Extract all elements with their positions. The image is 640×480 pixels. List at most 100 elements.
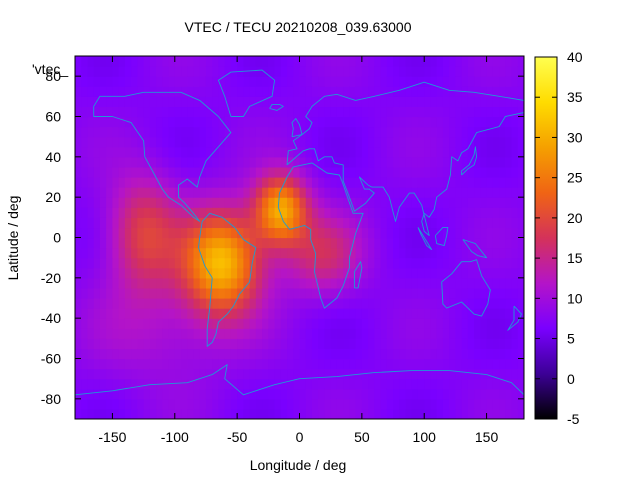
- heatmap-cell: [181, 56, 188, 67]
- heatmap-cell: [268, 247, 276, 259]
- heatmap-cell: [436, 96, 444, 108]
- heatmap-cell: [224, 146, 232, 158]
- heatmap-cell: [131, 277, 138, 289]
- heatmap-cell: [287, 378, 294, 390]
- heatmap-cell: [355, 106, 363, 118]
- heatmap-cell: [355, 328, 363, 339]
- heatmap-cell: [237, 86, 244, 97]
- heatmap-cell: [230, 136, 238, 148]
- heatmap-cell: [205, 398, 213, 410]
- heatmap-cell: [243, 287, 251, 299]
- heatmap-cell: [81, 358, 89, 370]
- heatmap-cell: [349, 368, 357, 380]
- heatmap-cell: [417, 298, 425, 309]
- heatmap-cell: [299, 308, 307, 319]
- heatmap-cell: [449, 126, 457, 138]
- heatmap-cell: [237, 227, 244, 239]
- heatmap-cell: [405, 66, 413, 77]
- heatmap-cell: [436, 177, 444, 188]
- heatmap-cell: [511, 368, 519, 380]
- heatmap-cell: [299, 368, 307, 380]
- heatmap-cell: [131, 207, 138, 218]
- heatmap-cell: [243, 277, 251, 289]
- heatmap-cell: [318, 126, 326, 138]
- heatmap-cell: [511, 207, 519, 218]
- heatmap-cell: [399, 126, 407, 138]
- heatmap-cell: [343, 237, 350, 249]
- heatmap-cell: [106, 247, 114, 259]
- heatmap-cell: [311, 217, 319, 229]
- heatmap-cell: [430, 358, 438, 370]
- heatmap-cell: [280, 318, 288, 329]
- heatmap-cell: [262, 227, 269, 239]
- heatmap-cell: [324, 106, 332, 118]
- heatmap-cell: [343, 308, 350, 319]
- heatmap-cell: [393, 348, 400, 360]
- heatmap-cell: [99, 328, 107, 339]
- heatmap-cell: [424, 277, 432, 289]
- heatmap-cell: [293, 86, 301, 97]
- heatmap-cell: [349, 96, 357, 108]
- heatmap-cell: [131, 368, 138, 380]
- heatmap-cell: [393, 298, 400, 309]
- heatmap-cell: [199, 166, 207, 178]
- heatmap-cell: [517, 66, 524, 77]
- heatmap-cell: [386, 237, 394, 249]
- heatmap-cell: [480, 126, 488, 138]
- heatmap-cell: [75, 328, 82, 339]
- coastline-australia: [441, 259, 491, 317]
- heatmap-cell: [343, 257, 350, 269]
- heatmap-cell: [430, 408, 438, 419]
- heatmap-cell: [149, 146, 157, 158]
- heatmap-cell: [505, 328, 513, 339]
- heatmap-cell: [436, 298, 444, 309]
- heatmap-cell: [243, 237, 251, 249]
- heatmap-cell: [87, 136, 95, 148]
- heatmap-cell: [436, 267, 444, 279]
- heatmap-cell: [411, 257, 419, 269]
- heatmap-cell: [181, 287, 188, 299]
- heatmap-cell: [131, 348, 138, 360]
- heatmap-cell: [424, 287, 432, 299]
- heatmap-cell: [380, 267, 388, 279]
- heatmap-cell: [517, 106, 524, 118]
- heatmap-cell: [137, 368, 145, 380]
- heatmap-cell: [237, 328, 244, 339]
- heatmap-cell: [112, 237, 120, 249]
- heatmap-cell: [355, 257, 363, 269]
- heatmap-cell: [106, 267, 114, 279]
- heatmap-cell: [193, 166, 201, 178]
- heatmap-cell: [436, 237, 444, 249]
- heatmap-cell: [305, 298, 313, 309]
- heatmap-cell: [386, 106, 394, 118]
- heatmap-cell: [81, 247, 89, 259]
- heatmap-cell: [149, 358, 157, 370]
- heatmap-cell: [499, 86, 506, 97]
- heatmap-cell: [318, 358, 326, 370]
- heatmap-cell: [81, 298, 89, 309]
- heatmap-cell: [243, 358, 251, 370]
- heatmap-cell: [343, 86, 350, 97]
- heatmap-cell: [137, 358, 145, 370]
- heatmap-cell: [162, 96, 170, 108]
- heatmap-cell: [349, 398, 357, 410]
- heatmap-cell: [311, 227, 319, 239]
- heatmap-cell: [417, 56, 425, 67]
- heatmap-cell: [399, 187, 407, 198]
- heatmap-cell: [505, 177, 513, 188]
- heatmap-cell: [430, 237, 438, 249]
- heatmap-cell: [118, 106, 126, 118]
- heatmap-cell: [449, 368, 457, 380]
- heatmap-cell: [205, 328, 213, 339]
- heatmap-cell: [181, 277, 188, 289]
- heatmap-cell: [486, 398, 494, 410]
- heatmap-cell: [81, 177, 89, 188]
- heatmap-cell: [99, 358, 107, 370]
- heatmap-cell: [218, 146, 226, 158]
- heatmap-cell: [361, 408, 369, 419]
- heatmap-cell: [193, 76, 201, 87]
- heatmap-cell: [511, 116, 519, 128]
- heatmap-cell: [287, 207, 294, 218]
- heatmap-cell: [324, 66, 332, 77]
- heatmap-cell: [442, 146, 450, 158]
